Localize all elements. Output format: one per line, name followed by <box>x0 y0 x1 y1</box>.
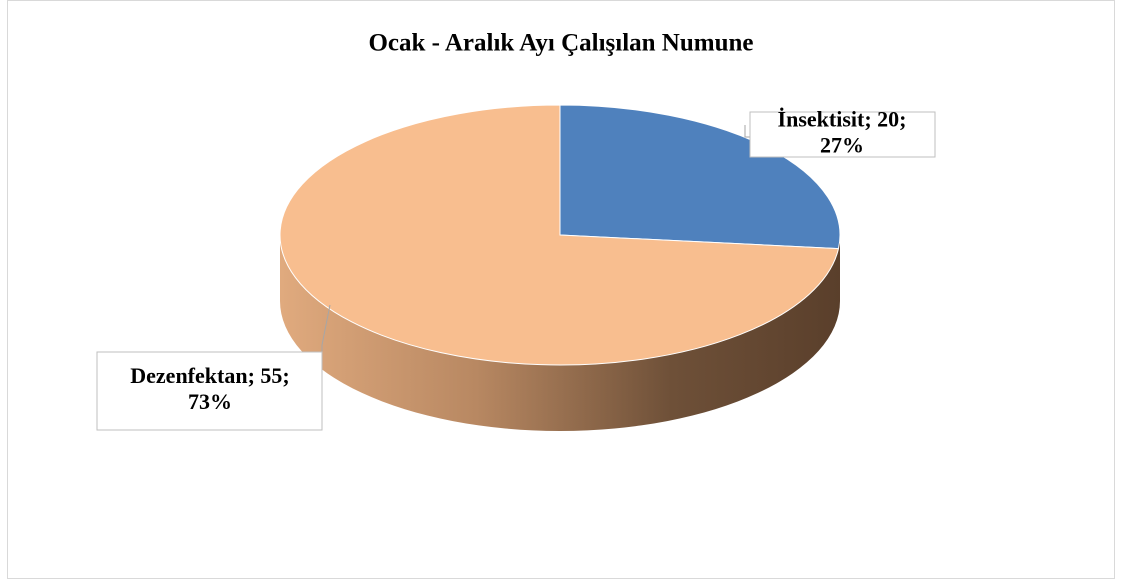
data-label-box <box>96 351 323 431</box>
pie-side <box>280 235 840 431</box>
leader-line <box>744 125 750 138</box>
data-label: İnsektisit; 20; <box>778 107 907 132</box>
data-label: Dezenfektan; 55; <box>130 363 289 388</box>
data-label: 73% <box>188 389 232 414</box>
leader-line <box>321 304 331 352</box>
data-label-box <box>749 111 936 158</box>
pie-slice <box>279 104 840 366</box>
data-label: 27% <box>820 133 864 158</box>
chart-title: Ocak - Aralık Ayı Çalışılan Numune <box>368 30 753 57</box>
